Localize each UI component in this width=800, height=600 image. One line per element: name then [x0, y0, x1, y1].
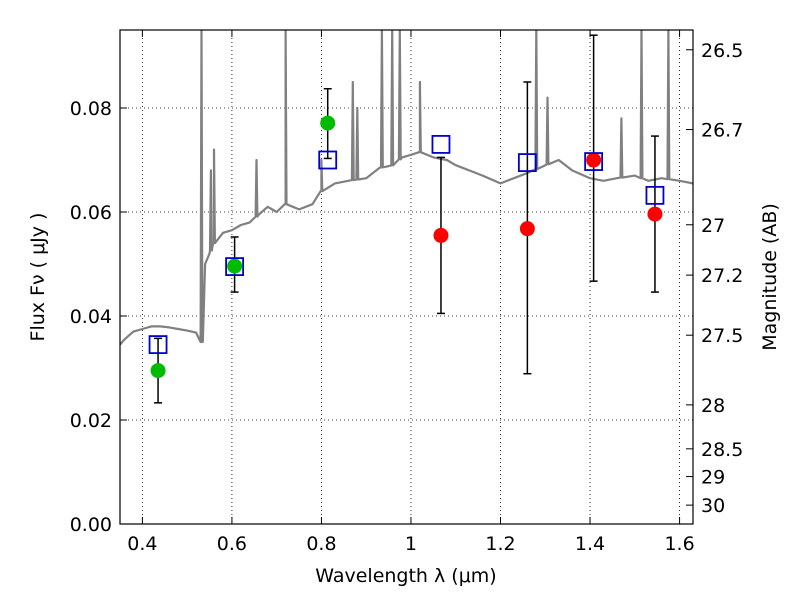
model-square [225, 257, 245, 277]
model-square [318, 150, 338, 170]
model-square [584, 152, 604, 171]
y-axis-label: Flux Fν ( μJy ) [27, 213, 49, 342]
plot-background [120, 30, 693, 524]
x-tick-label: 1.6 [664, 533, 694, 555]
x-tick-label: 0.8 [306, 533, 336, 555]
y-tick-label: 0.04 [70, 306, 112, 328]
x-tick-label: 1.2 [485, 533, 515, 555]
x-tick-label: 1.4 [575, 533, 605, 555]
x-tick-label: 1 [405, 533, 417, 555]
plot-frame [119, 29, 694, 525]
y-tick-label: 0.08 [70, 98, 112, 120]
model-square [148, 335, 168, 355]
detection-point [150, 363, 166, 379]
y2-tick-label: 28.5 [701, 439, 743, 461]
detection-point [320, 115, 336, 131]
x-axis-label: Wavelength λ (μm) [315, 565, 496, 587]
x-tick-label: 0.4 [127, 533, 157, 555]
y2-tick-label: 27.2 [701, 265, 743, 287]
sed-line [120, 30, 693, 346]
y2-tick-label: 26.5 [701, 40, 743, 62]
measured-point [586, 152, 602, 168]
model-square [517, 153, 537, 173]
detection-point [227, 258, 243, 274]
y2-tick-label: 29 [701, 467, 725, 489]
y-tick-label: 0.00 [70, 514, 112, 536]
axis-ticks: 0.4 0.6 0.8 1 1.2 1.4 1.6 0.00 0.02 0.04 0.06 0.08 2… [70, 30, 743, 555]
y-tick-label: 0.06 [70, 202, 112, 224]
sed-model-spectrum [120, 30, 693, 346]
y2-tick-label: 27 [701, 215, 725, 237]
y2-tick-label: 27.5 [701, 325, 743, 347]
model-square [431, 134, 451, 154]
measured-point [433, 227, 449, 243]
y2-tick-label: 28 [701, 395, 725, 417]
measured-point [647, 206, 663, 222]
y2-tick-label: 26.7 [701, 120, 743, 142]
y2-tick-label: 30 [701, 495, 725, 517]
model-square [645, 185, 665, 205]
measured-point [519, 221, 535, 237]
data-markers [148, 115, 665, 379]
y-tick-label: 0.02 [70, 410, 112, 432]
y2-axis-label: Magnitude (AB) [759, 203, 781, 351]
x-tick-label: 0.6 [217, 533, 247, 555]
